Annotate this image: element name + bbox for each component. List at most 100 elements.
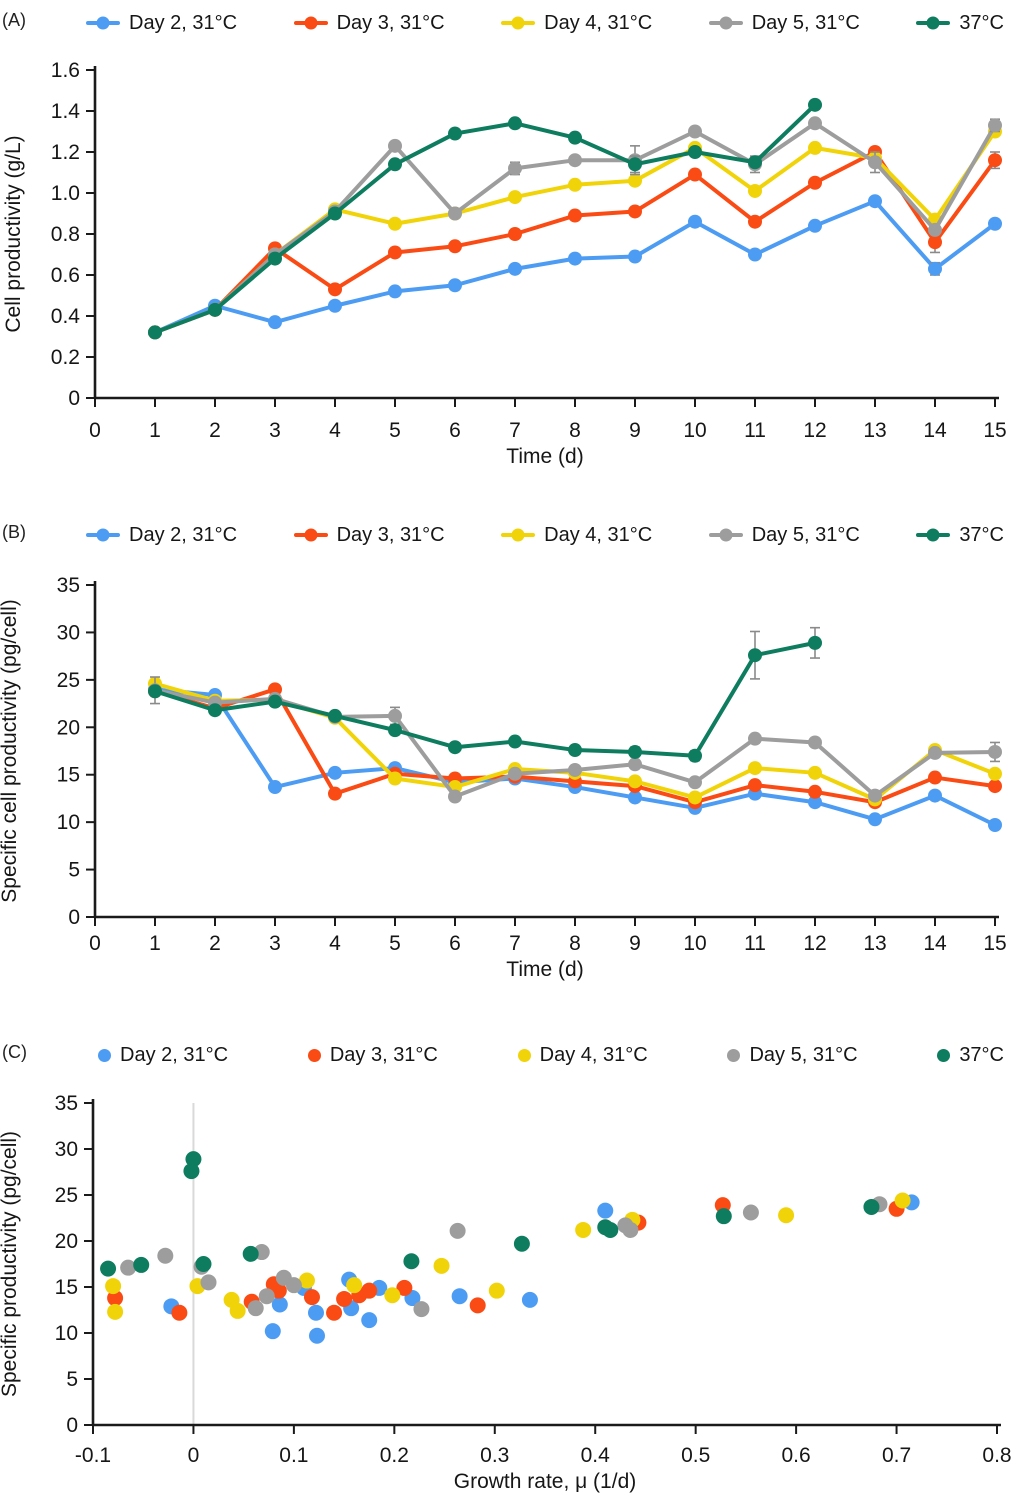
legend-label: 37°C — [959, 1043, 1004, 1066]
svg-text:Time (d): Time (d) — [506, 445, 583, 468]
svg-text:12: 12 — [803, 419, 826, 442]
line-marker-icon — [86, 528, 120, 542]
svg-text:3: 3 — [269, 419, 281, 442]
svg-text:30: 30 — [55, 1138, 78, 1161]
svg-text:Time (d): Time (d) — [506, 958, 583, 981]
svg-text:0: 0 — [68, 387, 80, 410]
panel-label-c: (C) — [2, 1042, 27, 1062]
dot-marker-icon — [304, 528, 318, 542]
svg-text:25: 25 — [57, 669, 80, 692]
legend-b: Day 2, 31°C Day 3, 31°C Day 4, 31°C Day … — [86, 522, 1004, 548]
legend-c: Day 2, 31°C Day 3, 31°C Day 4, 31°C Day … — [98, 1042, 1004, 1068]
legend-label: Day 2, 31°C — [129, 11, 238, 34]
svg-text:Specific productivity (pg/cell: Specific productivity (pg/cell) — [0, 1131, 21, 1397]
line-marker-icon — [708, 528, 743, 542]
svg-text:14: 14 — [923, 419, 947, 442]
legend-label: Day 3, 31°C — [336, 11, 445, 34]
svg-text:0.7: 0.7 — [882, 1444, 911, 1467]
svg-text:8: 8 — [569, 932, 581, 955]
dot-marker-icon — [307, 1048, 321, 1062]
svg-text:0: 0 — [68, 906, 80, 929]
svg-text:0: 0 — [89, 419, 101, 442]
svg-text:0.6: 0.6 — [782, 1444, 811, 1467]
legend-label: Day 4, 31°C — [544, 11, 653, 34]
line-marker-icon — [86, 16, 120, 30]
svg-text:1.2: 1.2 — [51, 141, 80, 164]
dot-marker-icon — [96, 528, 110, 542]
line-marker-icon — [293, 528, 328, 542]
legend-item-37c: 37°C — [916, 524, 1004, 547]
legend-label: Day 4, 31°C — [539, 1043, 648, 1066]
line-marker-icon — [916, 528, 951, 542]
svg-text:10: 10 — [683, 419, 706, 442]
svg-text:4: 4 — [329, 419, 341, 442]
svg-text:1.6: 1.6 — [51, 59, 80, 82]
dot-marker-icon — [304, 16, 318, 30]
svg-text:20: 20 — [57, 716, 80, 739]
svg-text:0.2: 0.2 — [380, 1444, 409, 1467]
dot-marker-icon — [719, 528, 733, 542]
svg-text:0.8: 0.8 — [51, 223, 80, 246]
svg-text:7: 7 — [509, 419, 521, 442]
svg-text:15: 15 — [983, 932, 1006, 955]
legend-label: Day 2, 31°C — [129, 523, 238, 546]
legend-item-day3: Day 3, 31°C — [293, 11, 445, 35]
svg-text:13: 13 — [863, 419, 886, 442]
legend-label: Day 5, 31°C — [751, 523, 860, 546]
svg-text:0: 0 — [89, 932, 101, 955]
legend-item-day5: Day 5, 31°C — [708, 11, 860, 35]
legend-label: Day 5, 31°C — [749, 1043, 858, 1066]
legend-label: Day 5, 31°C — [751, 11, 860, 34]
svg-text:5: 5 — [68, 859, 80, 882]
svg-text:2: 2 — [209, 932, 221, 955]
svg-text:1: 1 — [149, 932, 161, 955]
dot-marker-icon — [96, 16, 110, 30]
legend-item-day3: Day 3, 31°C — [293, 523, 445, 547]
svg-text:10: 10 — [57, 811, 80, 834]
svg-text:0: 0 — [188, 1444, 200, 1467]
legend-item-37c: 37°C — [916, 12, 1004, 35]
svg-text:6: 6 — [449, 932, 461, 955]
svg-text:14: 14 — [923, 932, 947, 955]
dot-marker-icon — [511, 528, 525, 542]
dot-marker-icon — [926, 528, 940, 542]
legend-item-day2: Day 2, 31°C — [86, 12, 237, 35]
legend-item-day2: Day 2, 31°C — [98, 1044, 228, 1067]
svg-text:1.0: 1.0 — [51, 182, 80, 205]
svg-text:2: 2 — [209, 419, 221, 442]
line-marker-icon — [916, 16, 951, 30]
svg-text:5: 5 — [66, 1368, 78, 1391]
svg-text:-0.1: -0.1 — [75, 1444, 111, 1467]
svg-text:0.4: 0.4 — [581, 1444, 611, 1467]
svg-text:15: 15 — [55, 1276, 78, 1299]
svg-text:3: 3 — [269, 932, 281, 955]
dot-marker-icon — [511, 16, 525, 30]
svg-text:4: 4 — [329, 932, 341, 955]
svg-text:11: 11 — [744, 419, 766, 442]
svg-text:20: 20 — [55, 1230, 78, 1253]
panel-label-a: (A) — [2, 10, 26, 30]
legend-label: 37°C — [959, 11, 1004, 34]
svg-text:0.5: 0.5 — [681, 1444, 710, 1467]
svg-text:1: 1 — [149, 419, 161, 442]
legend-item-day4: Day 4, 31°C — [501, 524, 652, 547]
dot-marker-icon — [719, 16, 733, 30]
line-marker-icon — [293, 16, 328, 30]
legend-label: Day 3, 31°C — [336, 523, 445, 546]
svg-text:Specific cell productivity (pg: Specific cell productivity (pg/cell) — [0, 599, 21, 902]
svg-text:8: 8 — [569, 419, 581, 442]
svg-text:35: 35 — [55, 1092, 78, 1115]
svg-text:0.8: 0.8 — [982, 1444, 1011, 1467]
legend-item-day2: Day 2, 31°C — [86, 524, 237, 547]
svg-text:35: 35 — [57, 574, 80, 597]
legend-item-day3: Day 3, 31°C — [307, 1044, 438, 1067]
legend-label: Day 2, 31°C — [120, 1043, 229, 1066]
svg-text:0.2: 0.2 — [51, 346, 80, 369]
legend-item-day4: Day 4, 31°C — [501, 12, 652, 35]
svg-text:15: 15 — [57, 764, 80, 787]
scatter-chart-specific-productivity: 0 5 10 15 20 25 30 35 -0.1 0 0.1 0.2 0.3 0.4 0.5 0.6 0.7… — [0, 1092, 1012, 1493]
svg-text:9: 9 — [629, 419, 641, 442]
line-marker-icon — [501, 16, 536, 30]
svg-text:15: 15 — [983, 419, 1006, 442]
svg-text:6: 6 — [449, 419, 461, 442]
